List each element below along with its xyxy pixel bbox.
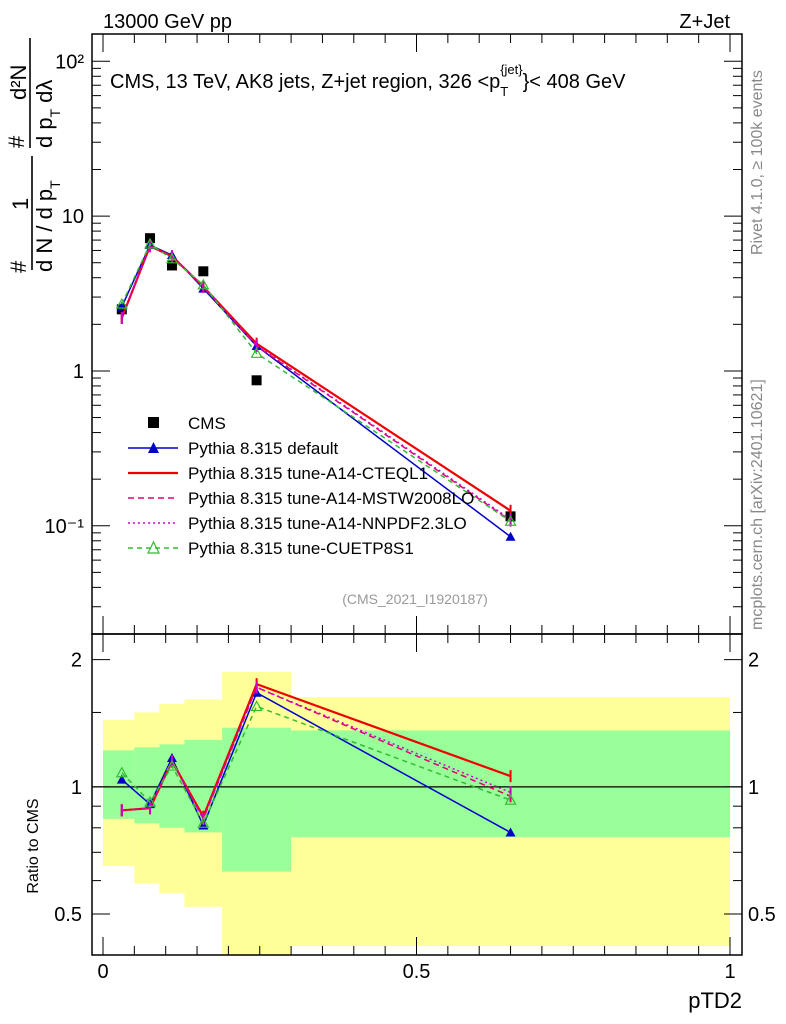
svg-text:d N / d pT: d N / d pT <box>32 180 63 272</box>
legend-entry-label: Pythia 8.315 tune-CUETP8S1 <box>188 539 414 558</box>
series-line-top-4 <box>121 245 511 520</box>
cuetp8s1-marker <box>144 237 157 249</box>
ratio-uncertainty-bands <box>103 671 730 955</box>
legend-marker-default <box>148 442 159 453</box>
svg-text:d²N: d²N <box>6 65 31 100</box>
cuetp8s1-marker <box>144 795 157 807</box>
data-series <box>115 233 517 837</box>
series-line-top-3 <box>121 245 511 522</box>
cms-data-point <box>251 375 262 386</box>
legend-entry-label: Pythia 8.315 tune-A14-MSTW2008LO <box>188 489 474 508</box>
cuetp8s1-marker <box>115 297 128 309</box>
ratio-y-tick-label-right: 2 <box>748 650 759 672</box>
cuetp8s1-marker <box>250 700 263 712</box>
series-line-ratio-1 <box>121 691 511 834</box>
default-marker <box>505 531 516 541</box>
legend-entry-label: Pythia 8.315 tune-A14-NNPDF2.3LO <box>188 514 467 533</box>
cuetp8s1-marker <box>165 759 178 771</box>
header-left: 13000 GeV pp <box>103 11 232 33</box>
svg-text:#: # <box>6 260 31 273</box>
top-y-tick-label: 10² <box>55 51 84 73</box>
series-line-ratio-3 <box>121 686 511 821</box>
cms-data-point <box>198 266 209 277</box>
analysis-watermark: (CMS_2021_I1920187) <box>342 591 488 607</box>
cuetp8s1-marker <box>115 766 128 778</box>
ratio-y-tick-label-left: 2 <box>71 650 82 672</box>
green-band-4 <box>222 727 292 872</box>
cuetp8s1-marker <box>250 347 263 358</box>
series-line-top-5 <box>121 242 511 522</box>
legend-entry-label: Pythia 8.315 tune-A14-CTEQL1 <box>188 464 428 483</box>
legend-marker-cms <box>148 417 159 428</box>
ratio-y-axis-label: Ratio to CMS <box>25 798 42 893</box>
cuetp8s1-marker <box>504 514 517 526</box>
x-axis-label: pTD2 <box>688 988 742 1013</box>
cms-data-point <box>166 260 177 271</box>
x-tick-label: 0 <box>97 961 108 983</box>
mcplots-label: mcplots.cern.ch [arXiv:2401.10621] <box>749 379 766 630</box>
green-band-0 <box>103 750 135 819</box>
svg-text:d pTdλ: d pTdλ <box>32 80 63 148</box>
svg-text:1: 1 <box>8 198 33 210</box>
svg-text:#: # <box>4 135 29 148</box>
plot-title: CMS, 13 TeV, AK8 jets, Z+jet region, 326… <box>110 62 626 99</box>
x-tick-label: 0.5 <box>403 961 431 983</box>
axis-ticks: 10⁻¹ 1 10 10² 0.5 0.5 1 1 2 2 0 0.5 1 <box>45 34 776 983</box>
cuetp8s1-marker <box>197 278 210 290</box>
green-band-1 <box>134 747 160 824</box>
top-y-tick-label: 10⁻¹ <box>45 516 85 538</box>
ratio-y-tick-label-right: 1 <box>748 777 759 799</box>
x-tick-label: 1 <box>724 961 735 983</box>
default-marker <box>505 827 516 837</box>
top-y-tick-label: 1 <box>73 361 84 383</box>
legend-entry-label: Pythia 8.315 default <box>188 439 339 458</box>
cuetp8s1-marker <box>197 817 210 828</box>
top-y-tick-label: 10 <box>62 206 84 228</box>
cuetp8s1-marker <box>165 252 178 264</box>
ratio-y-tick-label-left: 0.5 <box>54 904 82 926</box>
legend-entry-label: CMS <box>188 414 226 433</box>
legend: CMS Pythia 8.315 default Pythia 8.315 tune… <box>128 414 474 558</box>
ratio-y-tick-label-right: 0.5 <box>748 904 776 926</box>
top-y-axis-label: # 1 d N / d pT # d²N d pTdλ <box>4 38 63 273</box>
ratio-y-tick-label-left: 1 <box>71 777 82 799</box>
header-right: Z+Jet <box>679 11 730 33</box>
default-marker <box>116 774 127 784</box>
cuetp8s1-marker <box>504 793 517 805</box>
green-band-5 <box>291 730 730 838</box>
legend-marker-cuetp8s1 <box>147 540 160 554</box>
rivet-label: Rivet 4.1.0, ≥ 100k events <box>749 70 766 255</box>
